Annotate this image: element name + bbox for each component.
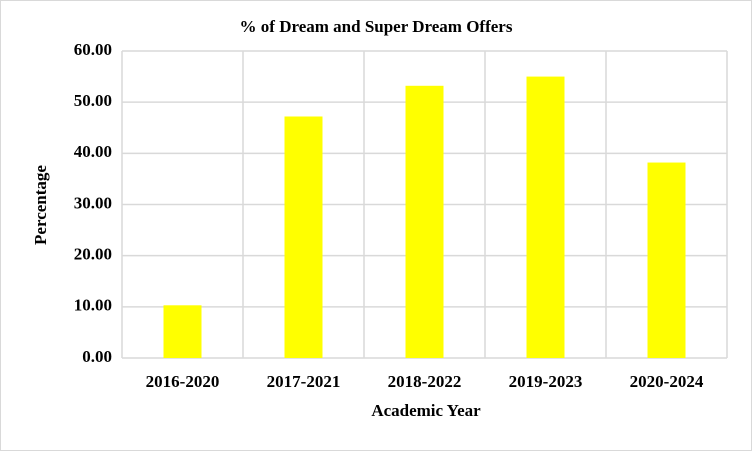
bar (647, 162, 686, 358)
bar (405, 85, 444, 358)
bar (284, 116, 323, 358)
y-tick-label: 30.00 (74, 193, 112, 212)
x-tick-label: 2016-2020 (146, 372, 220, 391)
y-tick-label: 60.00 (74, 40, 112, 59)
y-tick-label: 0.00 (82, 347, 112, 366)
x-tick-label: 2017-2021 (267, 372, 341, 391)
x-tick-label: 2018-2022 (388, 372, 462, 391)
x-axis-title: Academic Year (371, 401, 481, 420)
x-tick-label: 2019-2023 (509, 372, 583, 391)
bar (163, 305, 202, 358)
y-tick-label: 20.00 (74, 245, 112, 264)
y-tick-label: 50.00 (74, 91, 112, 110)
bar (526, 76, 565, 358)
y-tick-label: 40.00 (74, 142, 112, 161)
chart-title: % of Dream and Super Dream Offers (240, 17, 513, 36)
y-tick-label: 10.00 (74, 296, 112, 315)
x-tick-label: 2020-2024 (630, 372, 704, 391)
y-axis-title: Percentage (31, 165, 50, 245)
